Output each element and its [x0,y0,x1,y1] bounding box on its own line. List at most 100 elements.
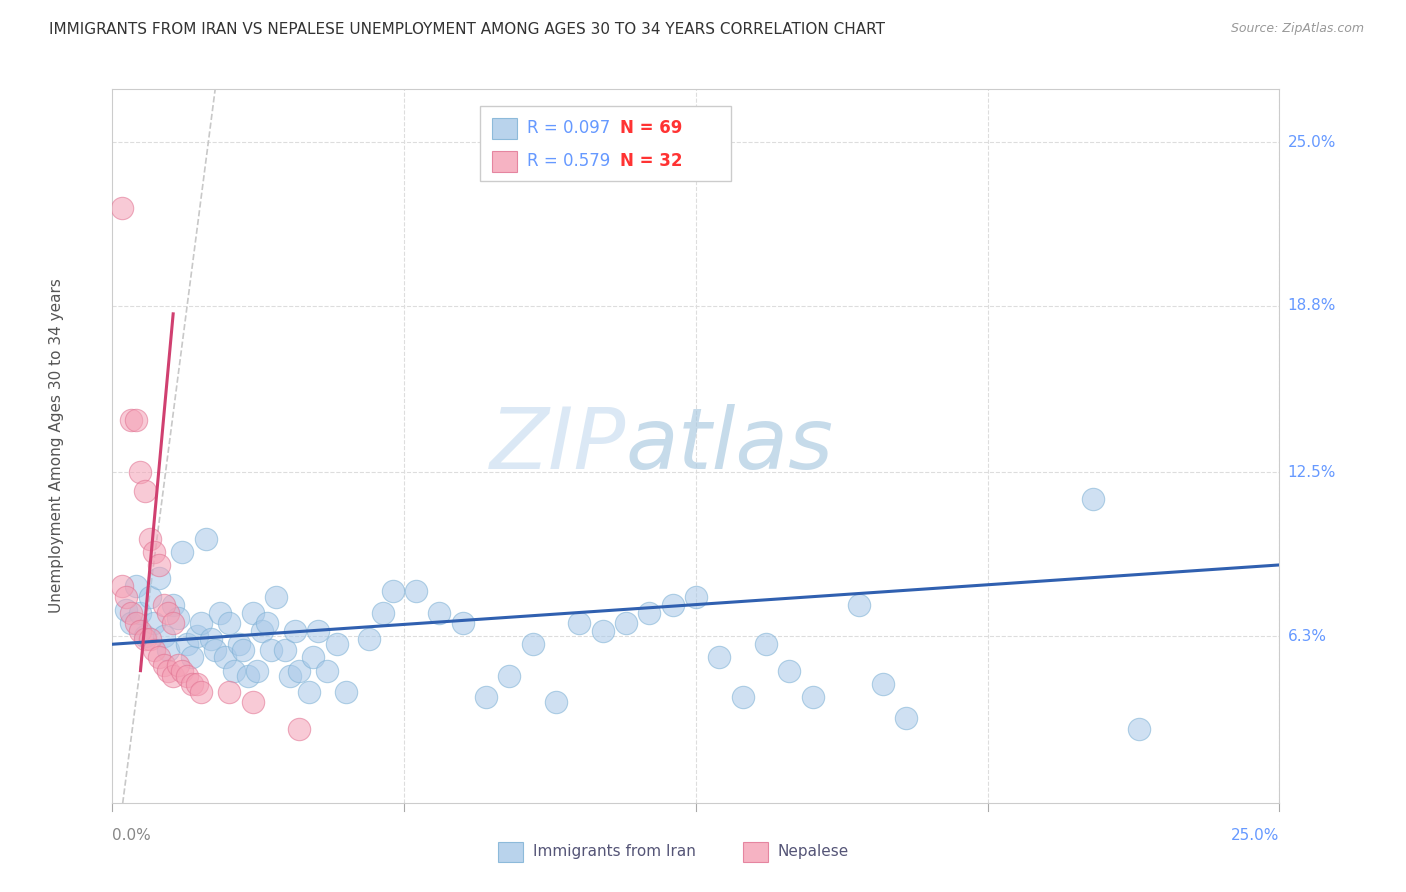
Point [148,650,170,665]
Point [186,677,208,691]
Point [731,690,754,704]
Point [222,664,245,678]
Text: R = 0.097: R = 0.097 [527,120,610,137]
Point [134,483,156,498]
Point [638,606,661,620]
Point [307,624,329,638]
Point [120,412,142,426]
Point [111,201,134,215]
Point [190,616,212,631]
Point [194,532,217,546]
FancyBboxPatch shape [492,118,517,139]
Point [129,466,152,480]
Point [709,650,731,665]
Text: R = 0.579: R = 0.579 [527,153,610,170]
Point [115,590,138,604]
Point [166,611,188,625]
Point [143,642,166,657]
Point [522,637,544,651]
Text: Source: ZipAtlas.com: Source: ZipAtlas.com [1230,22,1364,36]
Point [661,598,683,612]
Point [143,545,166,559]
Point [498,669,520,683]
Point [186,629,208,643]
FancyBboxPatch shape [492,151,517,172]
Point [848,598,870,612]
Point [685,590,707,604]
Point [204,642,226,657]
Point [288,722,311,736]
Point [264,590,287,604]
Point [250,624,273,638]
Point [172,664,194,678]
Text: 0.0%: 0.0% [112,828,152,843]
Point [125,412,148,426]
Point [427,606,450,620]
Text: IMMIGRANTS FROM IRAN VS NEPALESE UNEMPLOYMENT AMONG AGES 30 TO 34 YEARS CORRELAT: IMMIGRANTS FROM IRAN VS NEPALESE UNEMPLO… [49,22,886,37]
Point [148,571,170,585]
Point [153,629,176,643]
Point [302,650,325,665]
Point [162,669,184,683]
Point [139,632,162,646]
Point [778,664,800,678]
Point [335,685,357,699]
Point [208,606,231,620]
Point [180,677,202,691]
Point [153,658,176,673]
Text: 25.0%: 25.0% [1232,828,1279,843]
Point [190,685,212,699]
Text: ZIP: ZIP [489,404,626,488]
Point [139,590,162,604]
Point [274,642,297,657]
Point [162,616,184,631]
Point [475,690,498,704]
Point [373,606,395,620]
Point [129,606,152,620]
Point [381,584,404,599]
Point [157,642,180,657]
Point [218,616,240,631]
Point [246,664,269,678]
Point [111,579,134,593]
Point [143,616,166,631]
Point [592,624,614,638]
Point [256,616,278,631]
Point [544,695,567,709]
Point [316,664,339,678]
Point [153,598,176,612]
Point [115,603,138,617]
Point [283,624,305,638]
Point [139,532,162,546]
Point [242,606,264,620]
Point [288,664,311,678]
Text: 18.8%: 18.8% [1288,299,1336,313]
Point [134,629,156,643]
Point [236,669,259,683]
Point [134,632,156,646]
Point [172,545,194,559]
Text: atlas: atlas [626,404,834,488]
Point [872,677,894,691]
FancyBboxPatch shape [742,842,768,862]
Point [120,606,142,620]
Point [214,650,236,665]
Point [359,632,381,646]
Point [180,650,202,665]
Point [325,637,347,651]
Point [125,616,148,631]
Point [801,690,824,704]
Point [228,637,250,651]
Point [176,637,198,651]
Text: Unemployment Among Ages 30 to 34 years: Unemployment Among Ages 30 to 34 years [49,278,63,614]
Point [125,579,148,593]
Text: Nepalese: Nepalese [778,844,849,859]
Point [278,669,301,683]
Point [148,558,170,572]
Point [894,711,917,725]
Point [166,658,188,673]
Text: N = 69: N = 69 [620,120,682,137]
Point [451,616,474,631]
Point [405,584,427,599]
Point [218,685,240,699]
